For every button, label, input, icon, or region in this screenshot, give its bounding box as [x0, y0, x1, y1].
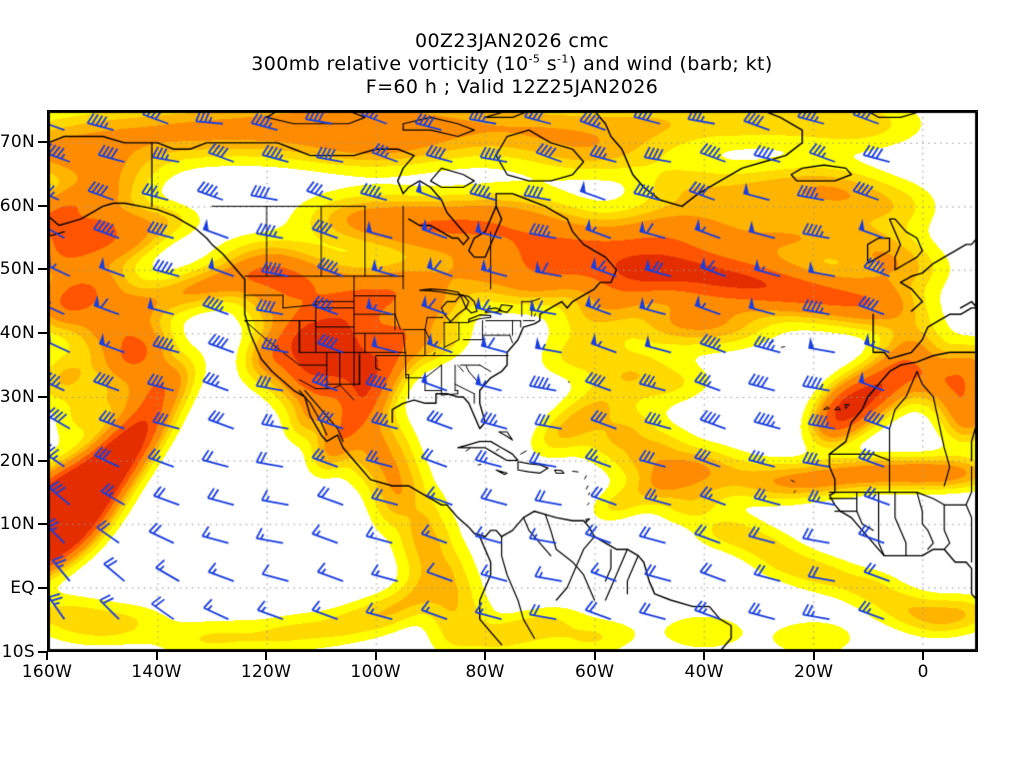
x-tick: [265, 652, 268, 660]
y-axis-label: 70N: [0, 131, 35, 152]
title-exp-1: -5: [528, 52, 541, 66]
y-tick: [38, 204, 47, 207]
y-tick: [38, 140, 47, 143]
x-tick: [593, 652, 596, 660]
x-tick: [374, 652, 377, 660]
x-tick: [155, 652, 158, 660]
title-field-mid: s: [540, 53, 558, 75]
y-axis-label: 40N: [0, 323, 35, 344]
y-tick: [38, 459, 47, 462]
y-axis-label: 60N: [0, 195, 35, 216]
x-axis-label: 20W: [794, 662, 834, 682]
x-axis-label: 40W: [684, 662, 724, 682]
map-plot-area: [47, 110, 978, 652]
y-tick: [38, 395, 47, 398]
y-axis-label: 10N: [0, 514, 35, 535]
title-field-post: ) and wind (barb; kt): [568, 53, 773, 75]
x-tick: [703, 652, 706, 660]
x-axis-label: 80W: [465, 662, 505, 682]
y-tick: [38, 268, 47, 271]
y-tick: [38, 523, 47, 526]
x-axis-label: 100W: [350, 662, 401, 682]
y-tick: [38, 651, 47, 653]
x-tick: [484, 652, 487, 660]
x-tick: [922, 652, 925, 660]
x-axis-label: 60W: [574, 662, 615, 682]
vorticity-field-canvas: [48, 111, 977, 651]
title-exp-2: -1: [557, 52, 569, 66]
y-tick: [38, 332, 47, 335]
y-axis-label: 20N: [0, 450, 35, 471]
title-line-field: 300mb relative vorticity (10-5 s-1) and …: [0, 53, 1024, 76]
x-axis-label: 0: [917, 662, 929, 682]
y-axis-label: 10S: [1, 642, 35, 662]
y-axis-label: 50N: [0, 259, 35, 280]
title-field-pre: 300mb relative vorticity (10: [251, 53, 529, 75]
x-tick: [46, 652, 48, 660]
y-axis-label: EQ: [10, 578, 35, 599]
title-line-model: 00Z23JAN2026 cmc: [414, 30, 610, 52]
y-axis-label: 30N: [0, 386, 35, 407]
y-tick: [38, 587, 47, 590]
title-line-valid: F=60 h ; Valid 12Z25JAN2026: [365, 76, 659, 98]
x-axis-label: 160W: [21, 662, 73, 682]
x-axis-label: 140W: [131, 662, 182, 682]
x-tick: [812, 652, 815, 660]
x-axis-label: 120W: [240, 662, 292, 682]
figure-title-block: 00Z23JAN2026 cmc 300mb relative vorticit…: [0, 30, 1024, 99]
